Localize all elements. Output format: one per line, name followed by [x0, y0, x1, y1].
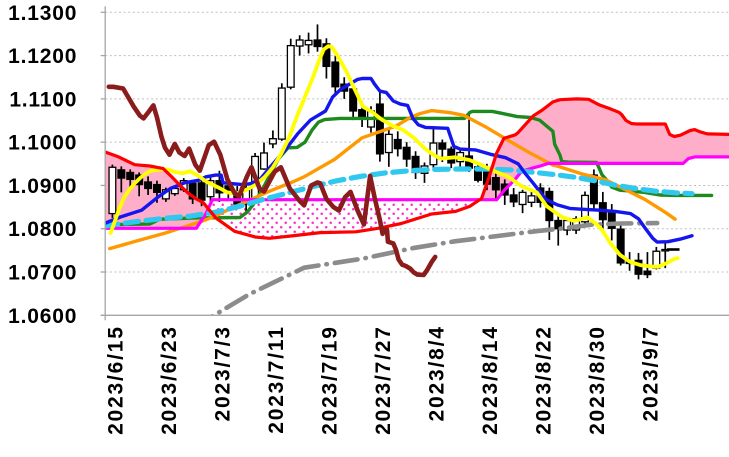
- x-tick-label: 2023/6/23: [158, 325, 181, 435]
- candle: [108, 164, 117, 218]
- candle: [286, 38, 295, 90]
- candle: [509, 188, 518, 208]
- ma-orange-line: [108, 108, 677, 251]
- x-tick-label: 2023/6/15: [104, 325, 127, 435]
- x-tick-label: 2023/7/27: [372, 325, 395, 435]
- y-tick-label: 1.0800: [8, 218, 77, 241]
- x-tick-label: 2023/9/7: [639, 325, 662, 421]
- cloud-upper-red-line: [105, 97, 729, 240]
- x-tick-label: 2023/8/30: [586, 325, 609, 435]
- x-tick-label: 2023/7/11: [265, 325, 288, 433]
- candle: [465, 114, 474, 173]
- candle: [304, 32, 313, 54]
- candle: [411, 151, 420, 179]
- candle: [331, 55, 340, 95]
- axes: [100, 6, 729, 321]
- x-tick-label: 2023/8/4: [425, 325, 448, 421]
- x-tick-label: 2023/7/19: [318, 325, 341, 435]
- candle: [117, 166, 126, 193]
- lagging-line-dark-red-line: [106, 84, 438, 278]
- ma-fast-yellow-line: [108, 44, 680, 269]
- candle: [259, 142, 268, 170]
- cloud-bearish-fill: [209, 199, 479, 239]
- candle: [518, 189, 527, 214]
- candle: [375, 91, 384, 162]
- overlay-lines: [105, 44, 729, 316]
- ma-blue-line: [105, 76, 694, 244]
- x-tick-label: 2023/8/14: [479, 325, 502, 435]
- candle: [268, 130, 277, 149]
- y-tick-label: 1.0900: [8, 175, 77, 198]
- candle: [554, 216, 563, 246]
- candle: [491, 171, 500, 201]
- candle: [402, 142, 411, 167]
- candle: [384, 128, 393, 167]
- ma-cyan-dashed-line: [105, 166, 695, 229]
- candle: [313, 24, 322, 52]
- x-tick-label: 2023/8/22: [532, 325, 555, 435]
- x-axis-labels: 2023/6/15 2023/6/23 2023/7/3 2023/7/11 2023/…: [104, 325, 662, 435]
- candle: [144, 176, 153, 195]
- y-tick-label: 1.1100: [9, 88, 77, 111]
- ma-long-gray-dashdot-line: [209, 220, 660, 316]
- y-tick-label: 1.0700: [8, 262, 77, 285]
- y-tick-label: 1.1000: [8, 132, 77, 155]
- candle: [295, 35, 304, 56]
- candle: [527, 190, 536, 208]
- y-tick-label: 1.1300: [8, 2, 77, 25]
- y-tick-label: 1.1200: [8, 45, 77, 68]
- candle: [616, 222, 625, 266]
- candle: [429, 126, 438, 171]
- candle: [188, 180, 197, 205]
- candle: [126, 169, 135, 189]
- y-tick-label: 1.0600: [8, 305, 77, 328]
- x-tick-label: 2023/7/3: [211, 325, 234, 421]
- candle: [393, 131, 402, 157]
- candle: [277, 83, 286, 141]
- y-axis-labels: 1.1300 1.1200 1.1100 1.1000 1.0900 1.0800 1.07…: [8, 2, 77, 328]
